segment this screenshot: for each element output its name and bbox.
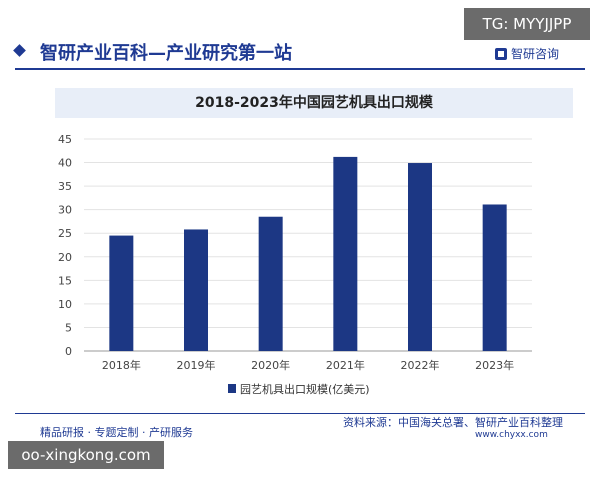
footer-divider bbox=[15, 413, 585, 414]
y-tick-label: 10 bbox=[58, 298, 72, 311]
y-tick-label: 45 bbox=[58, 133, 72, 146]
header-divider bbox=[15, 68, 585, 70]
legend-swatch bbox=[228, 384, 236, 393]
brand: 智研咨询 bbox=[495, 45, 559, 62]
brand-name: 智研咨询 bbox=[511, 47, 560, 61]
y-tick-label: 40 bbox=[58, 157, 72, 170]
bar bbox=[482, 204, 507, 351]
footer-url: www.chyxx.com bbox=[475, 430, 548, 440]
watermark-badge: oo-xingkong.com bbox=[8, 441, 164, 469]
x-tick-label: 2018年 bbox=[102, 358, 141, 372]
y-tick-label: 15 bbox=[58, 274, 72, 287]
bars bbox=[109, 156, 507, 351]
x-axis-ticks: 2018年 2019年 2020年 2021年 2022年 2023年 bbox=[102, 358, 514, 372]
chart-title: 2018-2023年中国园艺机具出口规模 bbox=[55, 88, 573, 118]
legend: 园艺机具出口规模(亿美元) bbox=[228, 382, 370, 396]
legend-label: 园艺机具出口规模(亿美元) bbox=[240, 382, 370, 396]
x-tick-label: 2021年 bbox=[326, 358, 365, 372]
y-tick-label: 5 bbox=[65, 321, 72, 334]
y-tick-label: 35 bbox=[58, 180, 72, 193]
y-tick-label: 20 bbox=[58, 251, 72, 264]
x-tick-label: 2023年 bbox=[475, 358, 514, 372]
y-axis-ticks: 0 5 10 15 20 25 30 35 40 45 bbox=[58, 133, 72, 358]
x-tick-label: 2020年 bbox=[251, 358, 290, 372]
bar bbox=[408, 163, 432, 351]
y-tick-label: 0 bbox=[65, 345, 72, 358]
footer-tagline: 精品研报 · 专题定制 · 产研服务 bbox=[40, 426, 193, 439]
bar bbox=[258, 216, 283, 351]
footer-source: 资料来源：中国海关总署、智研产业百科整理 bbox=[343, 416, 563, 429]
bar bbox=[333, 156, 358, 351]
bar bbox=[109, 235, 134, 351]
y-tick-label: 30 bbox=[58, 204, 72, 217]
grid-lines bbox=[84, 138, 532, 352]
y-tick-label: 25 bbox=[58, 227, 72, 240]
header-title: 智研产业百科—产业研究第一站 bbox=[40, 43, 292, 64]
x-tick-label: 2019年 bbox=[177, 358, 216, 372]
x-tick-label: 2022年 bbox=[401, 358, 440, 372]
brand-logo-icon bbox=[495, 47, 507, 60]
tg-badge: TG: MYYJJPP bbox=[464, 8, 590, 40]
bar bbox=[184, 229, 208, 351]
